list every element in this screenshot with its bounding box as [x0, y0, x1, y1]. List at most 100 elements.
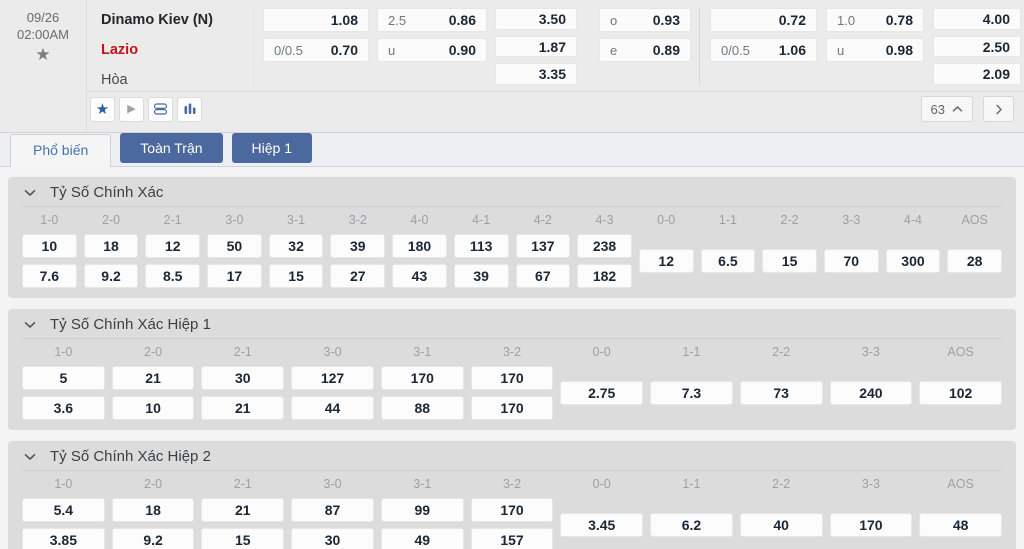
score-odds-cell[interactable]: 7.3: [650, 381, 733, 405]
score-odds-cell[interactable]: 27: [330, 264, 386, 288]
score-odds-cell[interactable]: 18: [83, 234, 139, 258]
score-odds-cell[interactable]: 49: [380, 528, 464, 549]
score-odds-cell[interactable]: 10: [111, 396, 195, 420]
odds-cell[interactable]: 0.72: [710, 8, 817, 32]
score-odds-cell[interactable]: 30: [201, 366, 285, 390]
collapse-chevron-icon[interactable]: [24, 321, 36, 329]
home-team-name[interactable]: Dinamo Kiev (N): [101, 12, 213, 28]
odds-cell[interactable]: e 0.89: [599, 38, 691, 62]
odds-cell[interactable]: 0/0.5 0.70: [263, 38, 369, 62]
score-odds-cell[interactable]: 238: [577, 234, 632, 258]
odds-cell[interactable]: u 0.90: [377, 38, 487, 62]
score-odds-cell[interactable]: 50: [207, 234, 262, 258]
score-odds-cell[interactable]: 7.6: [22, 264, 77, 288]
score-odds-cell[interactable]: 113: [453, 234, 509, 258]
score-odds-cell[interactable]: 17: [207, 264, 262, 288]
score-odds-cell[interactable]: 8.5: [145, 264, 201, 288]
score-odds-cell[interactable]: 300: [885, 249, 941, 273]
score-odds-cell[interactable]: 15: [201, 528, 285, 549]
panel-title: Tỷ Số Chính Xác: [50, 184, 164, 201]
score-odds-cell[interactable]: 240: [829, 381, 913, 405]
score-panel: Tỷ Số Chính Xác Hiệp 2 1-0 5.4 3.85 2-0 18 9.2…: [8, 441, 1016, 549]
score-odds-cell[interactable]: 2.75: [560, 381, 644, 405]
score-odds-cell[interactable]: 157: [470, 528, 554, 549]
score-odds-cell[interactable]: 15: [268, 264, 324, 288]
odds-cell[interactable]: 1.87: [495, 35, 577, 58]
tab-hiep-1[interactable]: Hiệp 1: [231, 133, 313, 163]
odds-cell[interactable]: 3.50: [495, 8, 577, 30]
more-markets-button[interactable]: 63: [920, 96, 973, 122]
score-odds-cell[interactable]: 32: [268, 234, 324, 258]
score-odds-cell[interactable]: 9.2: [83, 264, 139, 288]
collapse-chevron-icon[interactable]: [24, 453, 36, 461]
score-odds-cell[interactable]: 9.2: [111, 528, 195, 549]
score-odds-cell[interactable]: 5.4: [22, 498, 105, 522]
favorite-star-icon[interactable]: ★: [35, 45, 51, 64]
odds-cell[interactable]: 3.35: [495, 63, 577, 86]
score-odds-cell[interactable]: 39: [330, 234, 386, 258]
score-column-header: 2-2: [772, 345, 791, 359]
score-odds-cell[interactable]: 170: [470, 396, 554, 420]
odds-cell[interactable]: 2.5 0.86: [377, 8, 487, 32]
score-odds-cell[interactable]: 102: [919, 381, 1002, 405]
score-odds-cell[interactable]: 18: [111, 498, 195, 522]
score-odds-cell[interactable]: 3.45: [560, 513, 644, 537]
score-odds-cell[interactable]: 15: [762, 249, 817, 273]
score-odds-cell[interactable]: 170: [470, 498, 554, 522]
score-odds-cell[interactable]: 12: [638, 249, 694, 273]
market-tabs: Phổ biến Toàn Trận Hiệp 1: [0, 133, 1024, 167]
favorite-button[interactable]: ★: [90, 96, 115, 122]
match-date: 09/26: [26, 10, 60, 25]
score-odds-cell[interactable]: 99: [380, 498, 464, 522]
live-play-button[interactable]: ▶: [119, 96, 144, 122]
score-odds-cell[interactable]: 40: [739, 513, 823, 537]
score-odds-cell[interactable]: 127: [291, 366, 374, 390]
score-odds-cell[interactable]: 21: [111, 366, 195, 390]
score-odds-cell[interactable]: 3.85: [22, 528, 105, 549]
stats-button[interactable]: [177, 96, 202, 122]
odds-cell[interactable]: 1.0 0.78: [826, 8, 924, 32]
chevron-right-icon: [995, 104, 1002, 114]
odds-cell[interactable]: 0/0.5 1.06: [710, 38, 817, 62]
score-odds-cell[interactable]: 10: [22, 234, 77, 258]
score-odds-cell[interactable]: 43: [392, 264, 447, 288]
score-odds-cell[interactable]: 137: [515, 234, 571, 258]
score-odds-cell[interactable]: 3.6: [22, 396, 105, 420]
odds-cell[interactable]: 2.09: [933, 63, 1021, 86]
score-odds-cell[interactable]: 39: [453, 264, 509, 288]
score-odds-cell[interactable]: 5: [22, 366, 105, 390]
odd-even-column: o 0.93 e 0.89: [599, 8, 691, 91]
score-odds-cell[interactable]: 170: [380, 366, 464, 390]
score-odds-cell[interactable]: 44: [291, 396, 374, 420]
collapse-chevron-icon[interactable]: [24, 189, 36, 197]
tab-pho-bien[interactable]: Phổ biến: [10, 134, 112, 167]
score-odds-cell[interactable]: 73: [739, 381, 823, 405]
score-odds-cell[interactable]: 88: [380, 396, 464, 420]
score-odds-cell[interactable]: 48: [919, 513, 1002, 537]
score-column-header: 2-1: [233, 477, 252, 491]
score-odds-cell[interactable]: 28: [947, 249, 1002, 273]
score-odds-cell[interactable]: 170: [829, 513, 913, 537]
odds-cell[interactable]: 1.08: [263, 8, 369, 32]
score-odds-cell[interactable]: 182: [577, 264, 632, 288]
odds-cell[interactable]: u 0.98: [826, 38, 924, 62]
score-odds-cell[interactable]: 6.2: [650, 513, 733, 537]
next-button[interactable]: [983, 96, 1014, 122]
odds-cell[interactable]: 4.00: [933, 8, 1021, 30]
odds-cell[interactable]: 2.50: [933, 35, 1021, 58]
score-odds-cell[interactable]: 87: [291, 498, 374, 522]
ft-handicap-column: 1.08 0/0.5 0.70: [263, 8, 369, 91]
score-odds-cell[interactable]: 170: [470, 366, 554, 390]
score-odds-cell[interactable]: 12: [145, 234, 201, 258]
stack-odds-button[interactable]: [148, 96, 173, 122]
score-odds-cell[interactable]: 21: [201, 498, 285, 522]
odds-cell[interactable]: o 0.93: [599, 8, 691, 32]
score-odds-cell[interactable]: 67: [515, 264, 571, 288]
tab-toan-tran[interactable]: Toàn Trận: [120, 133, 223, 163]
score-odds-cell[interactable]: 21: [201, 396, 285, 420]
score-odds-cell[interactable]: 30: [291, 528, 374, 549]
score-odds-cell[interactable]: 180: [392, 234, 447, 258]
away-team-name[interactable]: Lazio: [101, 42, 139, 58]
score-odds-cell[interactable]: 70: [823, 249, 879, 273]
score-odds-cell[interactable]: 6.5: [700, 249, 756, 273]
